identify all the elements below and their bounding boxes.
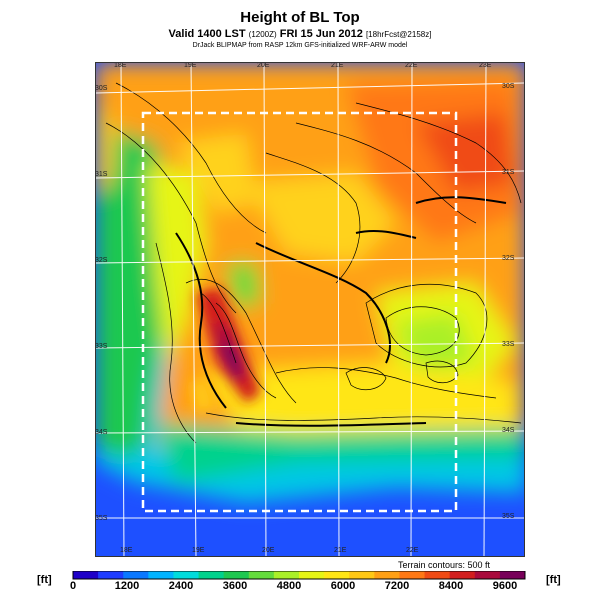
lat-label: 34S: [502, 427, 515, 434]
colorbar-swatch: [223, 571, 250, 579]
unit-label-right: [ft]: [546, 574, 561, 586]
colorbar-tick: 2400: [168, 580, 194, 592]
bl-height-field: [96, 63, 524, 503]
lat-label: 32S: [502, 255, 515, 262]
lon-label: 22E: [405, 62, 418, 69]
colorbar-swatch: [349, 571, 375, 579]
colorbar-swatch: [424, 571, 451, 579]
lon-label: 22E: [406, 547, 419, 554]
forecast-info: [18hrFcst@2158z]: [365, 30, 432, 39]
lat-label: 30S: [502, 83, 515, 90]
lon-label: 18E: [120, 547, 133, 554]
chart-title: Height of BL Top: [240, 9, 360, 26]
colorbar-swatch: [73, 571, 99, 579]
colorbar-swatch: [449, 571, 476, 579]
lat-label: 34S: [95, 429, 108, 436]
graticule: [96, 63, 524, 556]
colorbar-swatch: [98, 571, 124, 579]
lon-label: 19E: [184, 62, 197, 69]
terrain-contour-note: Terrain contours: 500 ft: [398, 560, 491, 570]
colorbar-swatch: [248, 571, 275, 579]
colorbar: [72, 571, 526, 580]
forecast-date: FRI 15 Jun 2012: [279, 28, 363, 40]
colorbar-tick: 3600: [222, 580, 248, 592]
lat-label: 31S: [95, 171, 108, 178]
colorbar-swatch: [123, 571, 149, 579]
bl-peak-zone: [191, 288, 261, 413]
lat-label: 30S: [95, 85, 108, 92]
lat-label: 35S: [95, 515, 108, 522]
lon-label: 21E: [334, 547, 347, 554]
lat-label: 35S: [502, 513, 515, 520]
chart-subtitle: Valid 1400 LST (1200Z) FRI 15 Jun 2012 […: [0, 28, 600, 40]
colorbar-tick: 7200: [384, 580, 410, 592]
valid-time: Valid 1400 LST: [168, 28, 246, 40]
utc-time: (1200Z): [248, 30, 277, 39]
lon-label: 21E: [331, 62, 344, 69]
lon-label: 20E: [257, 62, 270, 69]
lat-label: 33S: [95, 343, 108, 350]
lat-label: 32S: [95, 257, 108, 264]
colorbar-tick: 0: [69, 580, 77, 592]
lon-label: 20E: [262, 547, 275, 554]
lon-label: 18E: [114, 62, 127, 69]
colorbar-swatch: [499, 571, 526, 579]
colorbar-swatch: [299, 571, 325, 579]
colorbar-swatch: [198, 571, 225, 579]
model-credit: DrJack BLIPMAP from RASP 12km GFS-initia…: [192, 42, 408, 49]
colorbar-swatch: [173, 571, 200, 579]
colorbar-frame: [72, 571, 526, 580]
terrain-contours: [105, 82, 522, 444]
colorbar-swatch: [474, 571, 501, 579]
colorbar-tick: 9600: [492, 580, 518, 592]
lon-label: 23E: [479, 62, 492, 69]
inner-domain-box: [141, 111, 458, 513]
map-field: [96, 63, 524, 556]
colorbar-tick: 8400: [438, 580, 464, 592]
colorbar-swatch: [273, 571, 300, 579]
unit-label-left: [ft]: [37, 574, 52, 586]
bold-contours: [175, 196, 507, 427]
colorbar-swatch: [399, 571, 426, 579]
colorbar-swatch: [148, 571, 174, 579]
colorbar-tick: 1200: [114, 580, 140, 592]
colorbar-swatch: [374, 571, 400, 579]
colorbar-swatch: [324, 571, 350, 579]
colorbar-tick: 4800: [276, 580, 302, 592]
colorbar-tick: 6000: [330, 580, 356, 592]
lon-label: 19E: [192, 547, 205, 554]
lat-label: 31S: [502, 169, 515, 176]
blipmap-image[interactable]: 18E 19E 20E 21E 22E 23E 18E 19E 20E 21E …: [95, 62, 525, 557]
lat-label: 33S: [502, 341, 515, 348]
